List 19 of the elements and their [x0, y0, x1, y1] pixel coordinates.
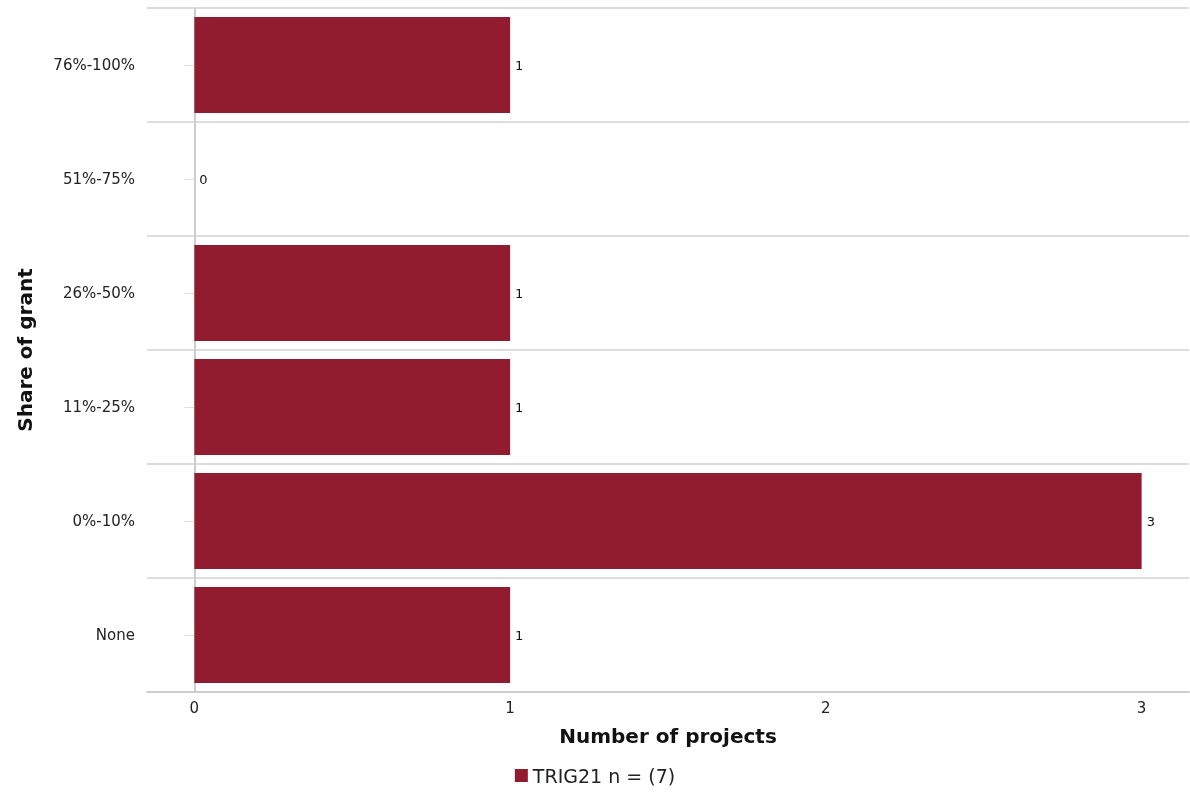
- y-tick-label: 51%-75%: [62, 170, 135, 188]
- x-tick-label: 1: [505, 698, 515, 717]
- legend-label: TRIG21 n = (7): [531, 764, 676, 787]
- y-tick-label: 11%-25%: [62, 398, 135, 416]
- x-tick-label: 0: [189, 698, 200, 717]
- y-tick-label: 0%-10%: [72, 512, 135, 530]
- y-tick-label: 76%-100%: [53, 56, 135, 74]
- data-label: 1: [515, 285, 524, 301]
- y-tick-label: None: [95, 626, 135, 644]
- y-axis-title: Share of grant: [13, 267, 37, 432]
- data-label: 0: [199, 171, 208, 187]
- x-axis-title: Number of projects: [559, 724, 777, 748]
- data-label: 1: [515, 57, 524, 73]
- x-tick-label: 2: [821, 698, 831, 717]
- y-tick-label: 26%-50%: [62, 284, 135, 302]
- data-label: 1: [515, 399, 524, 415]
- x-tick-label: 3: [1136, 698, 1147, 717]
- data-label: 3: [1146, 513, 1155, 529]
- data-label: 1: [515, 627, 524, 643]
